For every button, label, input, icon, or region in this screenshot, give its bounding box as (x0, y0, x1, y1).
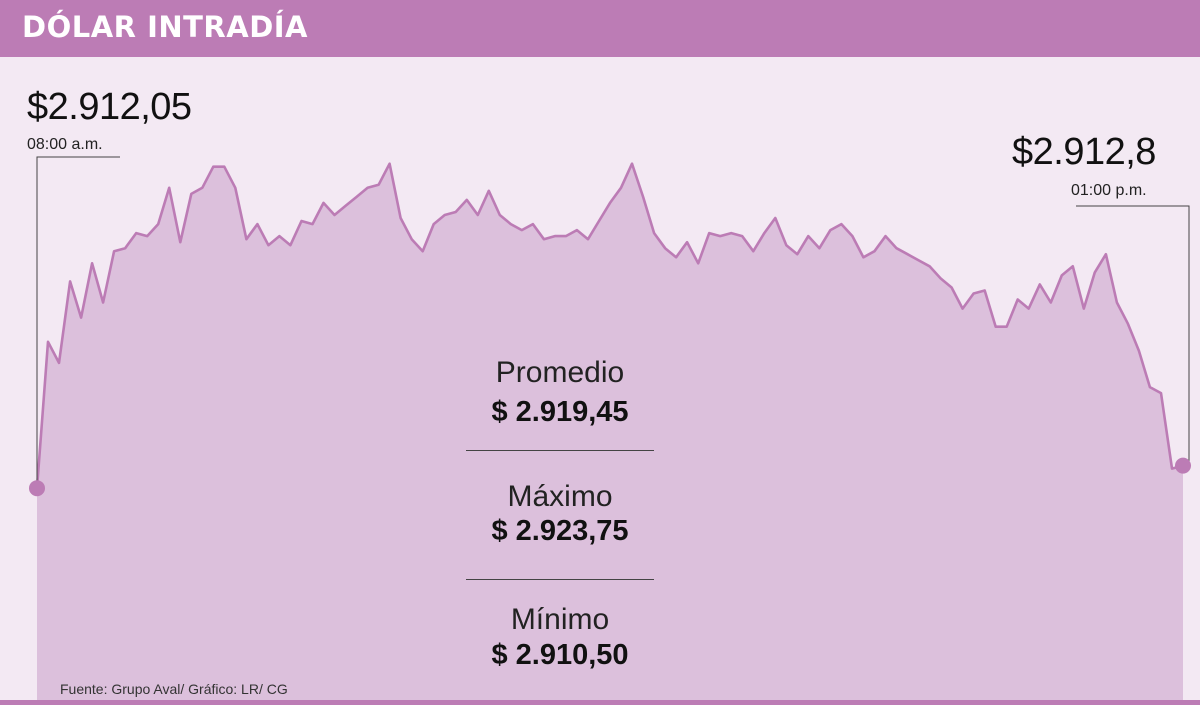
start-price: $2.912,05 (27, 86, 192, 128)
start-leader-line (36, 156, 120, 488)
price-area (37, 163, 1183, 700)
chart-title: DÓLAR INTRADÍA (22, 10, 308, 44)
bottom-bar (0, 700, 1200, 705)
stat-divider (466, 450, 654, 451)
average-label: Promedio (495, 356, 625, 389)
minimum-value: $ 2.910,50 (491, 639, 629, 671)
end-point-marker (1175, 457, 1191, 474)
start-point-marker (29, 480, 45, 497)
start-time: 08:00 a.m. (27, 136, 103, 153)
source-note: Fuente: Grupo Aval/ Gráfico: LR/ CG (60, 681, 288, 697)
minimum-label: Mínimo (510, 603, 610, 636)
maximum-value: $ 2.923,75 (491, 515, 629, 547)
end-leader-line (1076, 205, 1190, 466)
stat-divider (466, 579, 654, 580)
average-value: $ 2.919,45 (491, 396, 629, 428)
price-line (35, 162, 1184, 489)
maximum-label: Máximo (507, 480, 613, 513)
end-time: 01:00 p.m. (1071, 182, 1147, 199)
end-price: $2.912,8 (1012, 131, 1156, 173)
header-bar: DÓLAR INTRADÍA (0, 0, 1200, 57)
